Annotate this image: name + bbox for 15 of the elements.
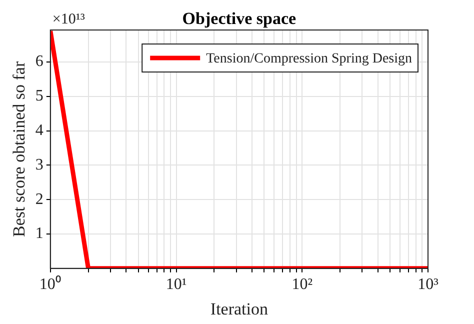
legend-label: Tension/Compression Spring Design bbox=[206, 52, 412, 67]
chart-title: Objective space bbox=[182, 8, 297, 28]
x-axis-title: Iteration bbox=[210, 299, 268, 318]
y-tick-label: 2 bbox=[35, 190, 44, 208]
y-axis-title: Best score obtained so far bbox=[10, 61, 29, 238]
x-tick-label: 10⁰ bbox=[39, 275, 62, 294]
y-tick-label: 5 bbox=[35, 88, 44, 105]
y-tick-label: 3 bbox=[35, 156, 44, 174]
text: ×10¹³ bbox=[52, 11, 86, 28]
y-tick-label: 4 bbox=[35, 122, 44, 139]
y-tick-label: 6 bbox=[35, 53, 44, 70]
x-tick-label: 10¹ bbox=[166, 276, 187, 294]
y-tick-label: 1 bbox=[35, 225, 44, 242]
x-tick-label: 10³ bbox=[418, 276, 439, 294]
x-tick-label: 10² bbox=[292, 276, 313, 294]
